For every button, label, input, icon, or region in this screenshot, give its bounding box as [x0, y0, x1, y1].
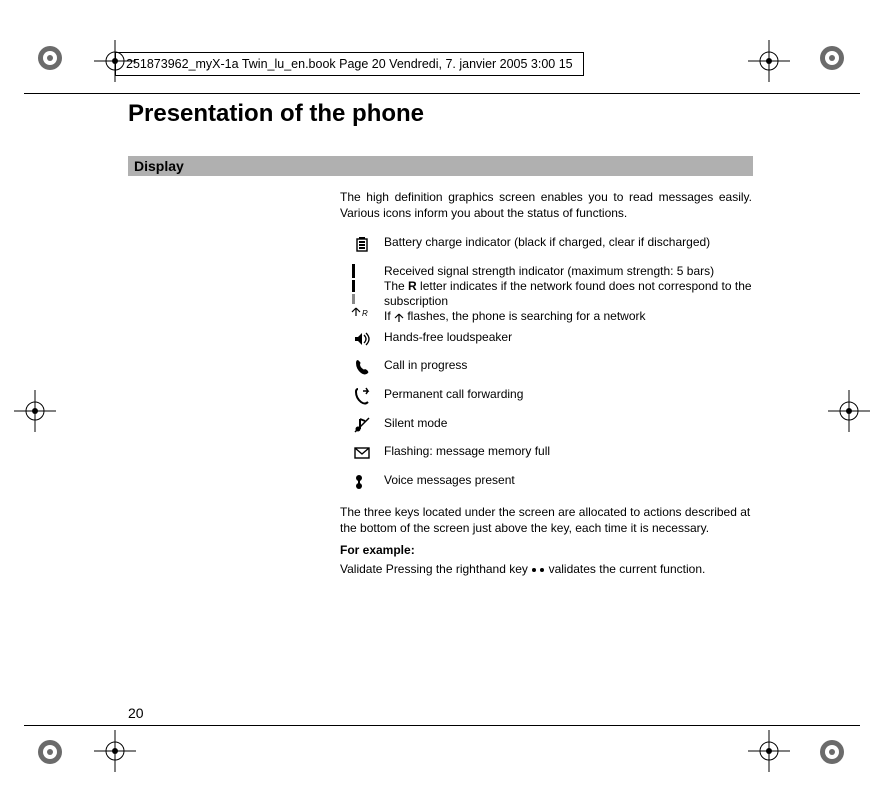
reg-mark-tl	[36, 44, 64, 72]
row-battery: Battery charge indicator (black if charg…	[340, 235, 752, 258]
loudspeaker-icon	[340, 330, 384, 353]
signal-line1: Received signal strength indicator (maxi…	[384, 264, 714, 278]
page-title: Presentation of the phone	[128, 100, 753, 128]
voicemail-icon	[340, 473, 384, 496]
row-forward: Permanent call forwarding	[340, 387, 752, 410]
silent-icon	[340, 416, 384, 439]
envelope-icon	[340, 444, 384, 467]
intro-text: The high definition graphics screen enab…	[340, 190, 752, 221]
row-signal: R Received signal strength indicator (ma…	[340, 264, 752, 324]
page-content: Presentation of the phone Display The hi…	[128, 100, 753, 578]
crosshair-bot2	[748, 730, 790, 772]
signal-line3a: If	[384, 309, 394, 323]
page-number: 20	[128, 705, 144, 721]
crosshair-top2	[748, 40, 790, 82]
for-example-label: For example:	[340, 543, 752, 559]
body-column: The high definition graphics screen enab…	[340, 190, 752, 578]
crosshair-left	[14, 390, 56, 432]
msgfull-desc: Flashing: message memory full	[384, 444, 752, 459]
voice-desc: Voice messages present	[384, 473, 752, 488]
signal-line2b: letter indicates if the network found do…	[384, 279, 752, 308]
row-call: Call in progress	[340, 358, 752, 381]
section-display: Display	[128, 156, 753, 176]
row-loudspeaker: Hands-free loudspeaker	[340, 330, 752, 353]
silent-desc: Silent mode	[384, 416, 752, 431]
call-desc: Call in progress	[384, 358, 752, 373]
frame-line-bottom	[24, 725, 860, 726]
call-icon	[340, 358, 384, 381]
validate-b: validates the current function.	[545, 562, 705, 576]
battery-icon	[340, 235, 384, 258]
svg-text:R: R	[362, 309, 368, 316]
validate-line: Validate Pressing the righthand key vali…	[340, 562, 752, 578]
forward-icon	[340, 387, 384, 410]
row-silent: Silent mode	[340, 416, 752, 439]
reg-mark-tr	[818, 44, 846, 72]
signal-line2a: The	[384, 279, 408, 293]
battery-desc: Battery charge indicator (black if charg…	[384, 235, 752, 250]
row-msgfull: Flashing: message memory full	[340, 444, 752, 467]
crosshair-right	[828, 390, 870, 432]
signal-icon: R	[340, 264, 384, 321]
signal-r: R	[408, 279, 417, 293]
validate-a: Validate Pressing the righthand key	[340, 562, 531, 576]
antenna-inline-icon	[394, 312, 404, 322]
two-dots-icon	[531, 566, 545, 574]
after-table-text: The three keys located under the screen …	[340, 505, 752, 536]
loudspeaker-desc: Hands-free loudspeaker	[384, 330, 752, 345]
reg-mark-bl	[36, 738, 64, 766]
signal-line3b: flashes, the phone is searching for a ne…	[404, 309, 645, 323]
crosshair-bot1	[94, 730, 136, 772]
signal-desc: Received signal strength indicator (maxi…	[384, 264, 752, 324]
forward-desc: Permanent call forwarding	[384, 387, 752, 402]
reg-mark-br	[818, 738, 846, 766]
header-filepath: 251873962_myX-1a Twin_lu_en.book Page 20…	[115, 52, 584, 76]
row-voice: Voice messages present	[340, 473, 752, 496]
frame-line-top	[24, 93, 860, 94]
